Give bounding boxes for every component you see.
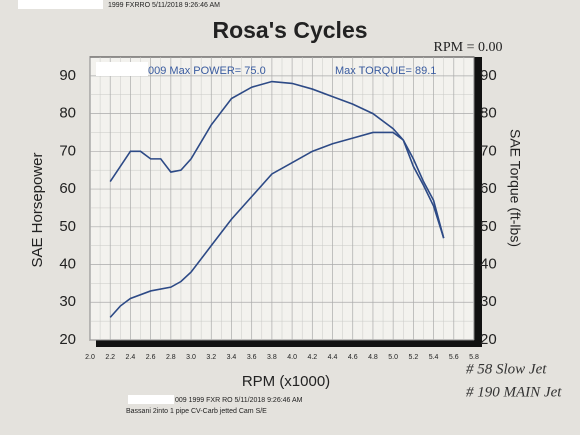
x-tick-label: 5.8 [469,354,479,361]
torque-note: Max TORQUE= 89.1 [335,65,436,77]
x-tick-label: 2.2 [105,354,115,361]
x-tick-label: 2.6 [146,354,156,361]
x-tick-label: 4.8 [368,354,378,361]
y-tick-label: 90 [59,67,76,84]
footer-note: Bassani 2into 1 pipe CV-Carb jetted Cam … [126,408,267,415]
series-line [109,80,445,239]
handwritten-note: # 58 Slow Jet [466,361,547,377]
y-tick-label: 20 [59,331,76,348]
x-tick-label: 4.0 [287,354,297,361]
x-tick-label: 3.2 [206,354,216,361]
y2-tick-label: 70 [480,142,497,159]
y-tick-label: 50 [59,218,76,235]
x-tick-label: 3.6 [247,354,257,361]
y2-tick-label: 20 [480,331,497,348]
handwritten-note: # 190 MAIN Jet [466,384,562,400]
y-tick-label: 40 [59,256,76,273]
x-tick-label: 5.6 [449,354,459,361]
y2-axis-title: SAE Torque (ft-lbs) [507,129,523,247]
x-tick-label: 2.0 [85,354,95,361]
y-tick-label: 80 [59,105,76,122]
y2-tick-label: 50 [480,218,497,235]
series-line [109,131,445,318]
rpm-readout: RPM = 0.00 [434,40,503,55]
y2-tick-label: 60 [480,180,497,197]
y-axis-title: SAE Horsepower [29,152,46,267]
redaction [18,0,103,9]
x-tick-label: 4.6 [348,354,358,361]
y2-tick-label: 30 [480,293,497,310]
y2-tick-label: 80 [480,105,497,122]
x-tick-label: 5.2 [409,354,419,361]
redaction [128,395,174,404]
x-tick-label: 5.4 [429,354,439,361]
x-tick-label: 4.4 [328,354,338,361]
redaction [96,62,148,76]
y-tick-label: 70 [59,142,76,159]
x-tick-label: 2.4 [126,354,136,361]
x-tick-label: 4.2 [307,354,317,361]
chart-title: Rosa's Cycles [212,17,367,43]
y2-tick-label: 40 [480,256,497,273]
header: 1999 FXRRO 5/11/2018 9:26:46 AM [108,2,220,9]
y-tick-label: 30 [59,293,76,310]
x-tick-label: 5.0 [388,354,398,361]
x-axis-title: RPM (x1000) [242,373,330,390]
shadow [474,57,482,345]
y-tick-label: 60 [59,180,76,197]
x-tick-label: 2.8 [166,354,176,361]
shadow [96,340,482,347]
y2-tick-label: 90 [480,67,497,84]
x-tick-label: 3.8 [267,354,277,361]
footer: 009 1999 FXR RO 5/11/2018 9:26:46 AM [175,397,303,404]
power-note: 009 Max POWER= 75.0 [148,65,266,77]
x-tick-label: 3.4 [227,354,237,361]
x-tick-label: 3.0 [186,354,196,361]
